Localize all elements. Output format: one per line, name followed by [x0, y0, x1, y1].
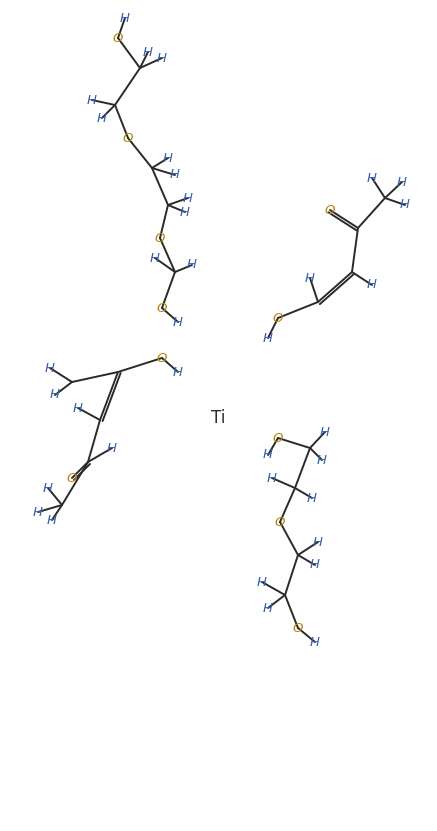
Text: H: H — [173, 316, 183, 328]
Text: H: H — [47, 514, 57, 527]
Text: H: H — [187, 258, 197, 272]
Text: H: H — [173, 366, 183, 378]
Text: H: H — [305, 272, 315, 284]
Text: H: H — [263, 602, 273, 614]
Text: O: O — [157, 302, 167, 314]
Text: O: O — [325, 204, 335, 217]
Text: H: H — [310, 558, 320, 572]
Text: H: H — [150, 252, 160, 264]
Text: H: H — [50, 389, 60, 401]
Text: H: H — [313, 535, 323, 548]
Text: H: H — [87, 94, 97, 106]
Text: O: O — [157, 352, 167, 365]
Text: H: H — [317, 454, 327, 466]
Text: H: H — [33, 505, 43, 519]
Text: O: O — [113, 32, 123, 45]
Text: H: H — [400, 199, 410, 212]
Text: O: O — [273, 312, 283, 324]
Text: H: H — [143, 46, 153, 58]
Text: H: H — [310, 636, 320, 648]
Text: H: H — [267, 471, 277, 484]
Text: Ti: Ti — [211, 409, 225, 427]
Text: H: H — [183, 191, 193, 204]
Text: H: H — [257, 576, 267, 588]
Text: O: O — [67, 471, 77, 484]
Text: H: H — [307, 491, 317, 504]
Text: H: H — [263, 449, 273, 461]
Text: H: H — [320, 425, 330, 439]
Text: H: H — [45, 361, 55, 375]
Text: O: O — [293, 622, 303, 635]
Text: H: H — [120, 12, 130, 24]
Text: O: O — [155, 232, 165, 244]
Text: H: H — [180, 205, 190, 219]
Text: O: O — [123, 131, 133, 145]
Text: H: H — [397, 175, 407, 189]
Text: H: H — [97, 111, 107, 125]
Text: O: O — [273, 431, 283, 445]
Text: H: H — [107, 441, 117, 455]
Text: H: H — [73, 401, 83, 415]
Text: O: O — [275, 515, 285, 529]
Text: H: H — [367, 171, 377, 184]
Text: H: H — [263, 332, 273, 345]
Text: H: H — [170, 169, 180, 181]
Text: H: H — [163, 151, 173, 165]
Text: H: H — [367, 278, 377, 292]
Text: H: H — [157, 52, 167, 65]
Text: H: H — [43, 481, 53, 494]
